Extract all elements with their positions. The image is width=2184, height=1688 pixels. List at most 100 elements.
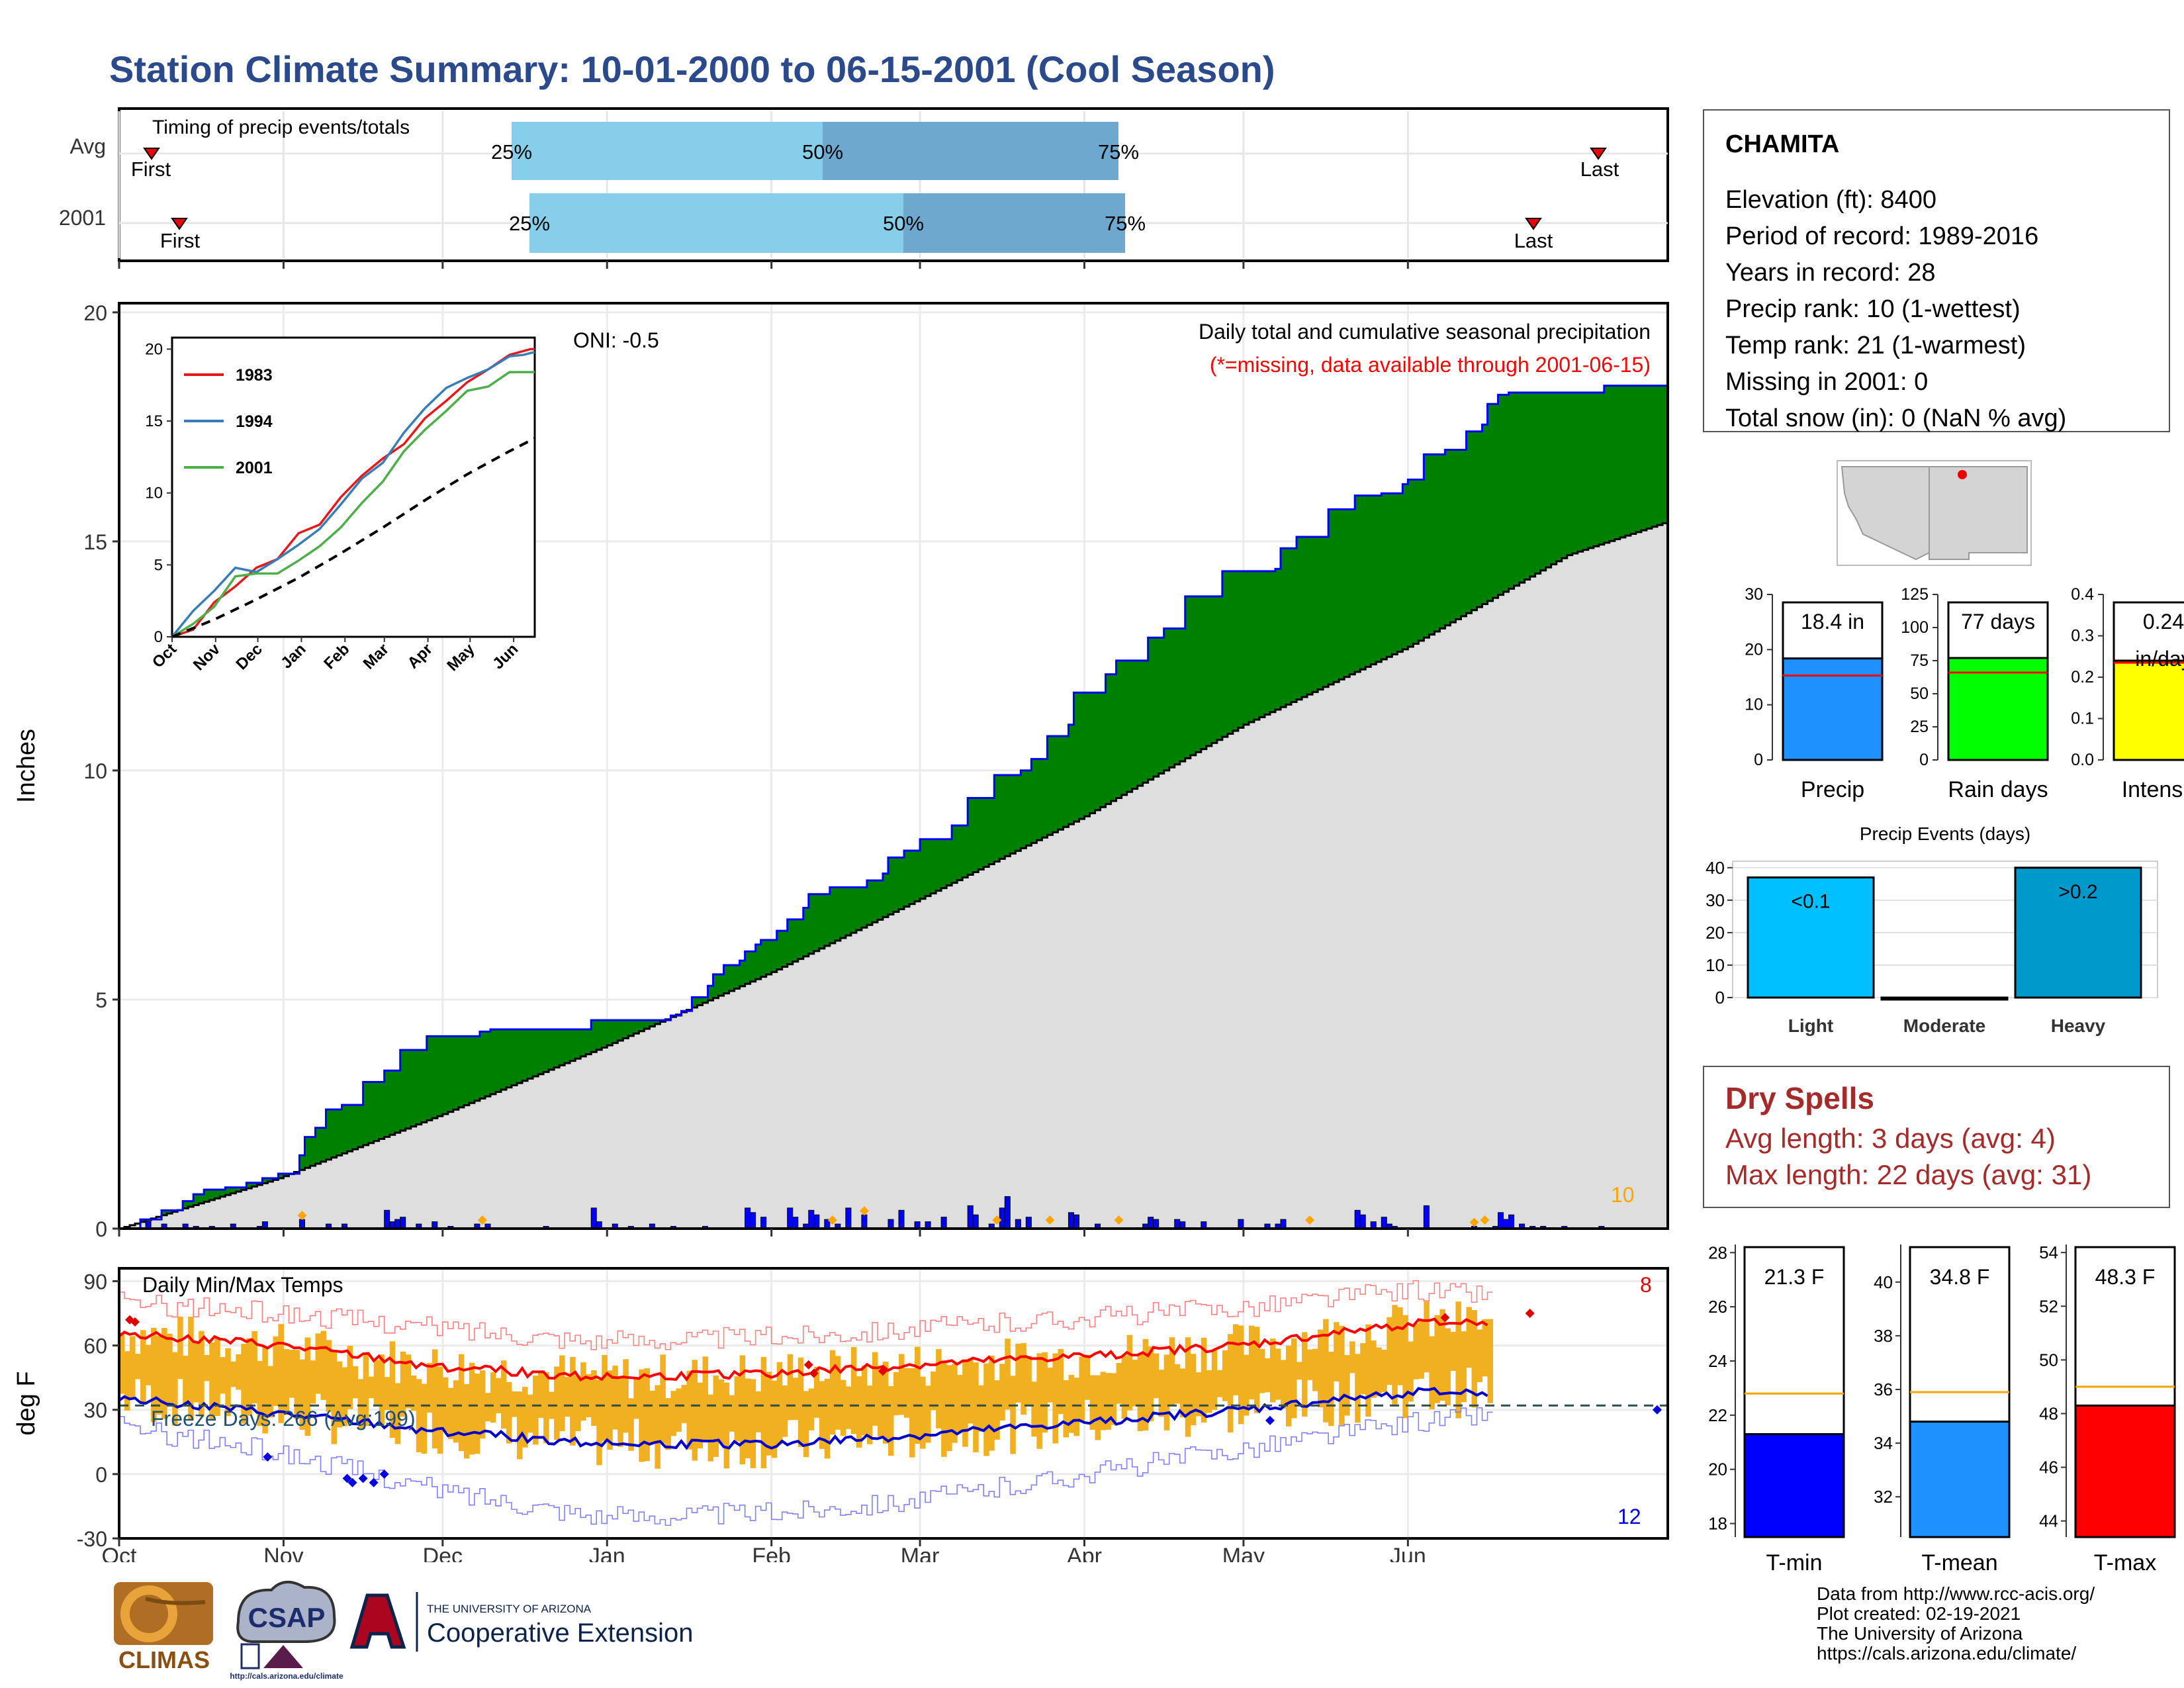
daily-temp-bar [946, 1365, 952, 1452]
daily-temp-bar [230, 1361, 236, 1387]
precip-y-tick-label: 5 [95, 988, 107, 1012]
daily-precip-bar [887, 1219, 894, 1229]
daily-temp-bar [447, 1387, 454, 1439]
daily-temp-bar [135, 1354, 141, 1380]
above-average-fill [1334, 509, 1340, 682]
above-average-fill [1630, 385, 1637, 534]
month-label: Dec [423, 1544, 463, 1562]
above-average-fill [1349, 509, 1355, 675]
above-average-fill [872, 880, 878, 923]
events-title: Precip Events (days) [1860, 823, 2030, 844]
daily-precip-bar [750, 1212, 756, 1229]
daily-temp-bar [1297, 1362, 1302, 1380]
precip-y-axis-label: Inches [13, 729, 40, 803]
above-average-fill [1302, 536, 1308, 697]
timing-avg-p75: 75% [1098, 140, 1139, 164]
above-average-fill [533, 1029, 539, 1077]
daily-temp-bar [644, 1368, 650, 1462]
above-average-fill [596, 1020, 602, 1050]
above-average-fill [341, 1105, 348, 1154]
above-average-fill [1344, 509, 1350, 677]
station-period: Period of record: 1989-2016 [1725, 222, 2039, 250]
daily-temp-bar [389, 1341, 396, 1438]
daily-temp-bar [760, 1357, 767, 1469]
daily-precip-bar [1153, 1219, 1160, 1229]
daily-temp-bar [479, 1370, 486, 1439]
above-average-fill [1323, 536, 1329, 687]
tbar-y-tick-label: 24 [1708, 1351, 1727, 1371]
daily-temp-bar [1323, 1319, 1329, 1423]
daily-temp-bar [739, 1355, 746, 1465]
daily-temp-bar [400, 1351, 406, 1417]
daily-temp-bar [1482, 1319, 1488, 1377]
above-average-fill [1609, 385, 1615, 541]
above-average-fill [835, 887, 841, 941]
record-high-marker [1440, 1313, 1450, 1323]
tbar-T-min [1743, 1432, 1845, 1538]
daily-temp-bar [952, 1364, 958, 1443]
daily-temp-bar [1397, 1307, 1403, 1385]
tbar-category-label: T-max [2094, 1550, 2156, 1575]
above-average-fill [1482, 424, 1488, 604]
daily-temp-bar [458, 1354, 465, 1452]
timing-avg-first: First [131, 158, 171, 181]
record-low-count: 12 [1617, 1505, 1641, 1528]
logo-strip: CLIMAS CSAP http://cals.arizona.edu/clim… [114, 1581, 693, 1681]
temp-y-axis-label: deg F [13, 1371, 40, 1435]
above-average-fill [946, 839, 952, 886]
events-bar-Moderate [1880, 996, 2009, 1001]
daily-temp-bar [410, 1375, 417, 1411]
above-average-fill [1619, 385, 1626, 538]
above-average-fill [1201, 596, 1207, 749]
above-average-fill [432, 1036, 438, 1119]
above-average-fill [989, 798, 995, 865]
above-average-fill [1068, 724, 1075, 825]
daily-temp-bar [1259, 1348, 1265, 1393]
above-average-fill [522, 1029, 528, 1081]
temp-y-tick-label: -30 [77, 1527, 107, 1551]
month-label: Jan [589, 1544, 625, 1562]
above-average-fill [447, 1036, 454, 1112]
daily-precip-bar [1238, 1219, 1244, 1229]
above-average-fill [1243, 571, 1250, 725]
stat-bar-Intensity [2113, 659, 2184, 761]
rank-diamond [297, 1211, 307, 1221]
above-average-fill [1662, 385, 1668, 524]
stat-category-label: Rain days [1948, 777, 2048, 802]
above-average-fill [1169, 628, 1175, 768]
daily-temp-bar [882, 1362, 889, 1444]
daily-temp-bar [845, 1386, 852, 1429]
stat-y-tick-label: 0.4 [2071, 585, 2094, 604]
tbar-y-tick-label: 50 [2039, 1350, 2058, 1370]
daily-precip-bar [940, 1217, 947, 1229]
above-average-fill [1371, 495, 1377, 665]
above-average-fill [1089, 692, 1096, 814]
precip-y-tick-label: 20 [83, 301, 107, 325]
station-missing: Missing in 2001: 0 [1725, 368, 1929, 396]
temp-caption: Daily Min/Max Temps [142, 1273, 343, 1297]
above-average-fill [204, 1190, 210, 1202]
daily-temp-bar [936, 1349, 942, 1429]
dry-spells-title: Dry Spells [1725, 1081, 1874, 1115]
daily-temp-bar [1216, 1370, 1223, 1397]
ua-logo: THE UNIVERSITY OF ARIZONA Cooperative Ex… [349, 1592, 693, 1652]
precip-y-tick-label: 0 [95, 1217, 107, 1241]
daily-precip-bar [1068, 1212, 1074, 1229]
daily-temp-bar [1190, 1354, 1197, 1425]
above-average-fill [1461, 449, 1467, 616]
inset-series-1994 [171, 351, 535, 638]
above-average-fill [1206, 596, 1212, 747]
page-title: Station Climate Summary: 10-01-2000 to 0… [109, 48, 1275, 90]
daily-temp-bar [1232, 1324, 1239, 1395]
daily-temp-bar [1402, 1315, 1408, 1419]
daily-precip-bar [1174, 1219, 1181, 1229]
daily-temp-bar [484, 1393, 491, 1422]
inset-series-2001 [171, 371, 535, 638]
above-average-fill [968, 798, 974, 875]
record-low-marker [1652, 1405, 1662, 1415]
daily-temp-bar [1349, 1341, 1355, 1374]
daily-temp-bar [310, 1360, 316, 1404]
above-average-fill [994, 774, 1000, 862]
above-average-fill [1360, 495, 1366, 670]
above-average-fill [1195, 596, 1202, 753]
